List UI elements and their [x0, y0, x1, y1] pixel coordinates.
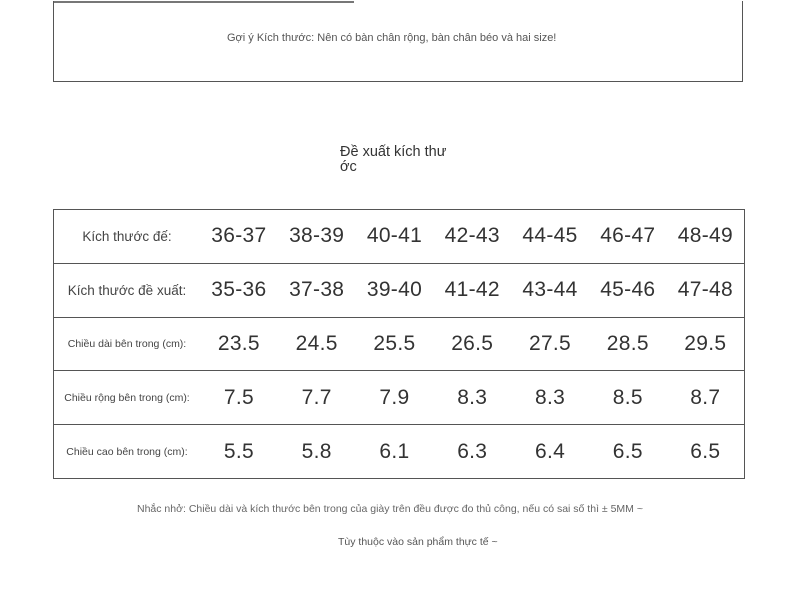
table-cell: 45-46: [588, 262, 667, 318]
table-cell: 24.5: [277, 316, 356, 371]
table-cell: 46-47: [588, 209, 667, 264]
table-cell: 7.5: [200, 370, 278, 425]
table-cell: 8.3: [511, 370, 589, 425]
table-cell: 47-48: [666, 262, 745, 318]
table-cell: 38-39: [277, 209, 356, 264]
table-cell: 39-40: [355, 262, 434, 318]
table-cell: 6.3: [433, 424, 512, 479]
row-label: Chiều cao bên trong (cm):: [53, 424, 200, 479]
table-row-recommended-size: Kích thước đề xuất: 35-36 37-38 39-40 41…: [53, 262, 745, 318]
table-cell: 27.5: [511, 316, 589, 371]
table-cell: 6.5: [666, 424, 745, 479]
tip-box-divider: [54, 1, 354, 3]
table-row-inner-height: Chiều cao bên trong (cm): 5.5 5.8 6.1 6.…: [53, 424, 745, 479]
size-chart-table: Kích thước đế: 36-37 38-39 40-41 42-43 4…: [53, 209, 745, 479]
table-cell: 28.5: [588, 316, 667, 371]
table-cell: 5.8: [277, 424, 356, 479]
table-cell: 7.7: [277, 370, 356, 425]
table-row-inner-width: Chiều rộng bên trong (cm): 7.5 7.7 7.9 8…: [53, 370, 745, 425]
row-label: Chiều rộng bên trong (cm):: [53, 370, 200, 425]
table-cell: 36-37: [200, 209, 278, 264]
table-cell: 48-49: [666, 209, 745, 264]
table-cell: 41-42: [433, 262, 512, 318]
table-cell: 35-36: [200, 262, 278, 318]
table-cell: 7.9: [355, 370, 434, 425]
table-cell: 8.7: [666, 370, 745, 425]
table-cell: 8.3: [433, 370, 512, 425]
table-row-sole-size: Kích thước đế: 36-37 38-39 40-41 42-43 4…: [53, 209, 745, 264]
section-title: Đề xuất kích thước: [340, 144, 447, 175]
table-cell: 25.5: [355, 316, 434, 371]
table-cell: 42-43: [433, 209, 512, 264]
row-label: Kích thước đề xuất:: [53, 262, 200, 318]
table-cell: 26.5: [433, 316, 512, 371]
table-cell: 6.4: [511, 424, 589, 479]
table-cell: 43-44: [511, 262, 589, 318]
table-cell: 23.5: [200, 316, 278, 371]
table-cell: 8.5: [588, 370, 667, 425]
table-cell: 40-41: [355, 209, 434, 264]
table-cell: 6.5: [588, 424, 667, 479]
row-label: Chiều dài bên trong (cm):: [53, 316, 200, 371]
table-cell: 29.5: [666, 316, 745, 371]
table-cell: 6.1: [355, 424, 434, 479]
measurement-note: Nhắc nhở: Chiều dài và kích thước bên tr…: [137, 503, 643, 515]
table-cell: 44-45: [511, 209, 589, 264]
table-row-inner-length: Chiều dài bên trong (cm): 23.5 24.5 25.5…: [53, 316, 745, 371]
size-tip-text: Gợi ý Kích thước: Nên có bàn chân rộng, …: [227, 32, 557, 44]
row-label: Kích thước đế:: [53, 209, 200, 264]
product-note: Tùy thuộc vào sản phẩm thực tế ~: [338, 536, 498, 548]
table-cell: 5.5: [200, 424, 278, 479]
size-tip-box: Gợi ý Kích thước: Nên có bàn chân rộng, …: [53, 1, 743, 82]
table-cell: 37-38: [277, 262, 356, 318]
